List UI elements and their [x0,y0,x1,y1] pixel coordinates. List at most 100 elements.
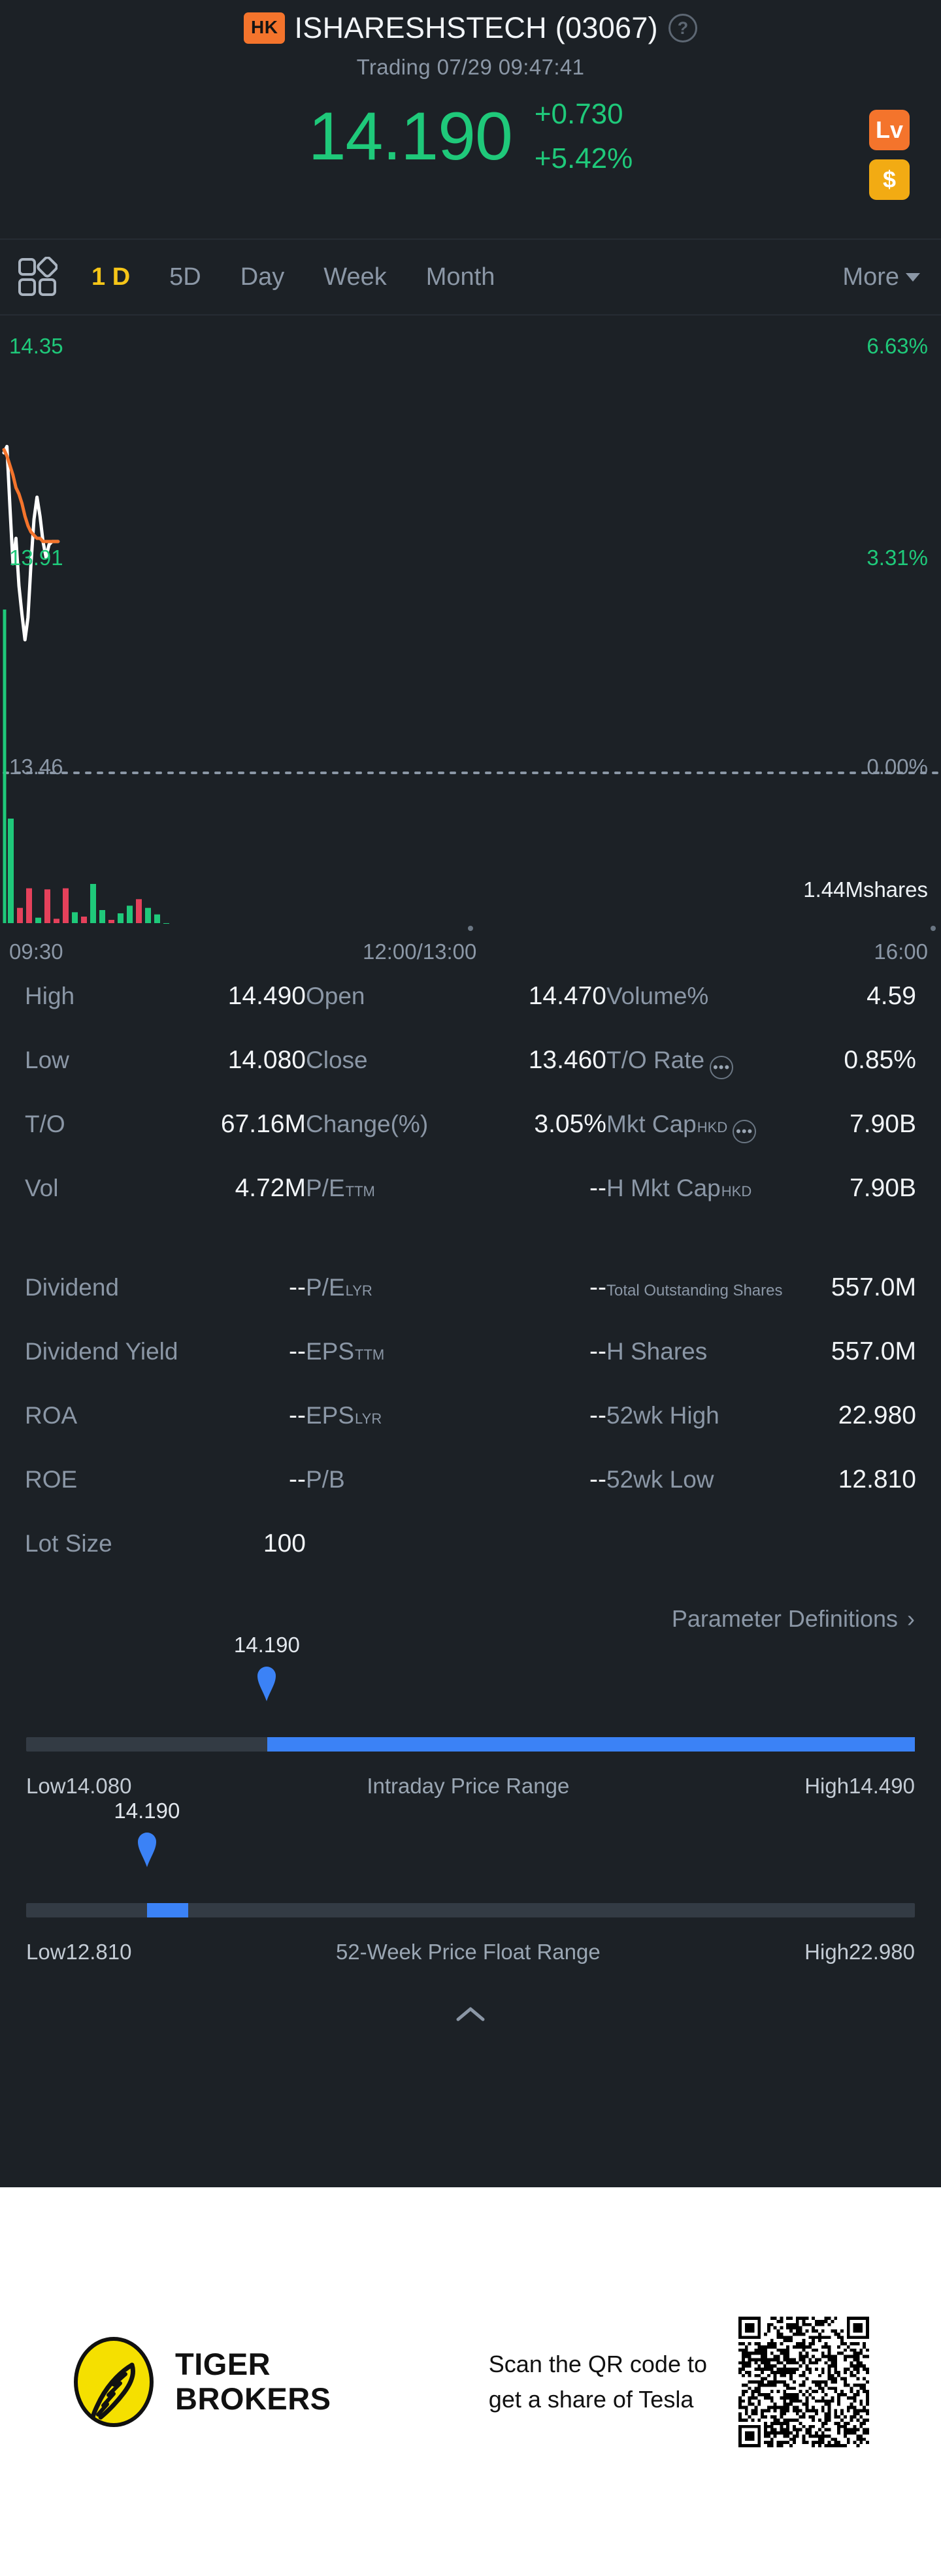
last-price: 14.190 [308,99,513,174]
stats-cell-vol: Vol 4.72M [25,1174,306,1203]
stats-value-p-b: -- [589,1465,606,1493]
stats-label-low: Low [25,1047,69,1073]
stats-cell-t-o-rate: T/O Rate ••• 0.85% [606,1046,916,1079]
stats-label-eps: EPS [306,1402,355,1429]
stats-block-secondary: Dividend -- P/E LYR -- Total Outstanding Shar… [25,1273,916,1593]
stats-cell-eps: EPS TTM -- [306,1337,606,1366]
tab-5d[interactable]: 5D [169,263,201,291]
stats-cell-total-outstanding-shares: Total Outstanding Shares 557.0M [606,1273,916,1302]
stats-label-dividend-yield: Dividend Yield [25,1338,178,1365]
stats-label-total-outstanding-shares: Total Outstanding Shares [606,1282,783,1299]
stats-value-mkt-cap: 7.90B [850,1110,916,1138]
stats-cell-lot-size: Lot Size 100 [25,1529,306,1558]
chart-pct-base-label: 0.00% [867,755,928,779]
stats-cell-mkt-cap: Mkt Cap HKD ••• 7.90B [606,1110,916,1143]
stats-label-h-mkt-cap: H Mkt Cap [606,1175,721,1201]
slider-track-52week-price-range[interactable] [26,1903,915,1917]
slider-intraday-price-range[interactable]: 14.190 Low14.080 Intraday Price Range High1… [0,1633,941,1799]
slider-52week-price-range[interactable]: 14.190 Low12.810 52-Week Price Float Range… [0,1799,941,1965]
stats-label-p-e: P/E [306,1175,345,1201]
stats-cell-dividend: Dividend -- [25,1273,306,1302]
stats-label-mkt-cap: Mkt Cap [606,1111,697,1137]
chart-volume-label: 1.44Mshares [803,877,928,902]
stats-sup-eps: LYR [355,1410,382,1427]
slider-current-value-intraday-price-range: 14.190 [233,1633,300,1657]
slider-current-value-52week-price-range: 14.190 [114,1799,180,1823]
stats-value-h-shares: 557.0M [831,1337,916,1365]
qr-code-icon[interactable] [738,2316,869,2447]
stats-sup-p-e: TTM [345,1183,375,1199]
stats-cell-roe: ROE -- [25,1465,306,1494]
grid-icon[interactable] [17,256,58,297]
brand-line-1: TIGER [175,2346,271,2381]
stats-value-close: 13.460 [528,1046,606,1074]
stats-value-open: 14.470 [528,982,606,1010]
intraday-chart[interactable]: 14.35 6.63% 13.91 3.31% 13.46 0.00% 1.44… [0,316,941,982]
stats-value-total-outstanding-shares: 557.0M [831,1273,916,1301]
stats-value-t-o-rate: 0.85% [844,1046,916,1074]
stats-value-eps: -- [589,1401,606,1429]
stats-sup-p-e: LYR [345,1282,372,1299]
info-icon-mkt-cap[interactable]: ••• [733,1120,757,1143]
header: HK ISHARESHSTECH (03067) ? Trading 07/29… [0,0,941,238]
chart-canvas [2,444,938,931]
stats-spacer [25,1238,916,1273]
chevron-down-icon [906,272,920,282]
tab-more[interactable]: More [823,263,924,291]
stats-label-p-e: P/E [306,1274,345,1301]
parameter-definitions-link[interactable]: Parameter Definitions › [0,1593,941,1633]
slider-legend-52week-price-range: Low12.810 52-Week Price Float Range High22… [26,1940,915,1965]
chart-price-mid-label: 13.91 [9,546,63,570]
chevron-up-icon [456,2007,485,2021]
tab-week[interactable]: Week [323,263,387,291]
stats-label-52wk-high: 52wk High [606,1402,719,1429]
slider-track-intraday-price-range[interactable] [26,1737,915,1752]
trading-status: Trading 07/29 09:47:41 [356,55,585,79]
brand: TIGER BROKERS [72,2336,331,2428]
stats-label-t-o-rate: T/O Rate [606,1047,705,1073]
price-range-sliders: 14.190 Low14.080 Intraday Price Range High1… [0,1633,941,1965]
stats-value-52wk-high: 22.980 [838,1401,916,1429]
stats-cell-t-o: T/O 67.16M [25,1110,306,1139]
stats-cell-p-e: P/E TTM -- [306,1174,606,1203]
change-percent: +5.42% [534,142,633,174]
currency-badge[interactable]: $ [869,159,910,200]
chart-price-base-label: 13.46 [9,755,63,779]
stats-value-vol: 4.72M [235,1174,306,1202]
stats-cell-close: Close 13.460 [306,1046,606,1075]
slider-pin-icon-52week-price-range[interactable] [136,1830,158,1871]
stats-cell-h-shares: H Shares 557.0M [606,1337,916,1366]
tab-month[interactable]: Month [425,263,495,291]
header-badges: Lv $ [869,110,910,200]
brand-line-2: BROKERS [175,2381,331,2416]
stats-table: High 14.490 Open 14.470 Volume% 4.59 Low 14.080… [0,982,941,1593]
tab-1d[interactable]: 1 D [91,263,131,291]
page-title: ISHARESHSTECH (03067) [294,11,658,44]
stats-cell-p-e: P/E LYR -- [306,1273,606,1302]
help-icon[interactable]: ? [668,14,697,42]
stats-sup-mkt-cap: HKD [697,1119,728,1135]
slider-fill-intraday-price-range [267,1737,915,1752]
slider-pin-icon-intraday-price-range[interactable] [256,1664,278,1705]
stats-sup-h-mkt-cap: HKD [721,1183,752,1199]
stats-cell-roa: ROA -- [25,1401,306,1430]
stats-label-p-b: P/B [306,1466,345,1493]
stats-label-change: Change(%) [306,1111,429,1137]
tab-day[interactable]: Day [240,263,285,291]
stats-label-volume: Volume% [606,983,709,1009]
stats-label-open: Open [306,983,365,1009]
tab-more-label: More [842,263,899,291]
stats-cell-high: High 14.490 [25,982,306,1011]
info-icon-t-o-rate[interactable]: ••• [710,1056,734,1079]
chart-price-high-label: 14.35 [9,334,63,358]
table-row: Low 14.080 Close 13.460 T/O Rate ••• 0.85% [25,1046,916,1110]
collapse-button[interactable] [0,1984,941,2044]
table-row: ROA -- EPS LYR -- 52wk High 22.980 [25,1401,916,1465]
stats-value-t-o: 67.16M [220,1110,306,1138]
stats-value-roa: -- [289,1401,306,1429]
level-badge[interactable]: Lv [869,110,910,150]
stats-cell-h-mkt-cap: H Mkt Cap HKD 7.90B [606,1174,916,1203]
slider-fill-52week-price-range [146,1903,188,1917]
slider-high-intraday-price-range: High14.490 [804,1774,915,1798]
